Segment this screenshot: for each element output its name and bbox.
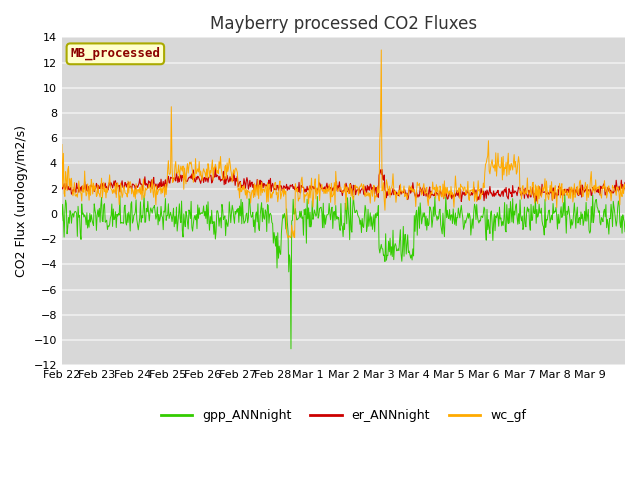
wc_gf: [621, 184, 629, 190]
gpp_ANNnight: [255, 228, 263, 233]
Title: Mayberry processed CO2 Fluxes: Mayberry processed CO2 Fluxes: [210, 15, 477, 33]
er_ANNnight: [403, 191, 410, 197]
gpp_ANNnight: [403, 251, 410, 257]
wc_gf: [255, 182, 263, 188]
er_ANNnight: [58, 184, 66, 190]
gpp_ANNnight: [561, 192, 569, 198]
wc_gf: [277, 196, 285, 202]
er_ANNnight: [458, 199, 465, 204]
Line: wc_gf: wc_gf: [62, 50, 625, 238]
Y-axis label: CO2 Flux (urology/m2/s): CO2 Flux (urology/m2/s): [15, 125, 28, 277]
er_ANNnight: [211, 164, 219, 169]
wc_gf: [403, 197, 411, 203]
er_ANNnight: [256, 177, 264, 183]
wc_gf: [378, 47, 385, 53]
er_ANNnight: [124, 182, 132, 188]
er_ANNnight: [621, 180, 629, 185]
wc_gf: [58, 142, 66, 147]
wc_gf: [124, 178, 132, 184]
Legend: gpp_ANNnight, er_ANNnight, wc_gf: gpp_ANNnight, er_ANNnight, wc_gf: [156, 404, 531, 427]
er_ANNnight: [434, 191, 442, 197]
gpp_ANNnight: [124, 220, 132, 226]
er_ANNnight: [228, 176, 236, 181]
Text: MB_processed: MB_processed: [70, 47, 161, 60]
wc_gf: [435, 195, 442, 201]
Line: er_ANNnight: er_ANNnight: [62, 167, 625, 202]
gpp_ANNnight: [434, 214, 442, 219]
wc_gf: [228, 171, 236, 177]
gpp_ANNnight: [277, 252, 285, 257]
er_ANNnight: [278, 183, 285, 189]
gpp_ANNnight: [621, 229, 629, 235]
Line: gpp_ANNnight: gpp_ANNnight: [62, 195, 625, 349]
wc_gf: [284, 235, 292, 241]
gpp_ANNnight: [58, 218, 66, 224]
gpp_ANNnight: [228, 210, 236, 216]
gpp_ANNnight: [287, 346, 295, 352]
